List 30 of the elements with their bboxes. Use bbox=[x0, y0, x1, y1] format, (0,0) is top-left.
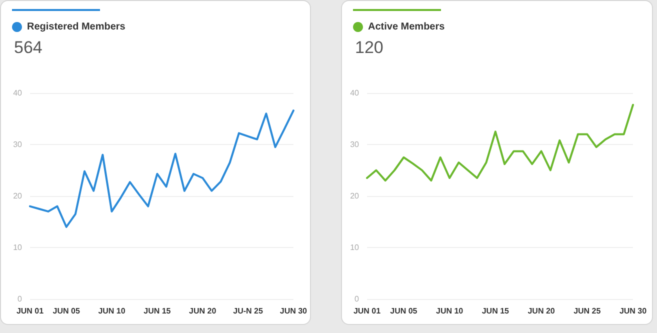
line-series bbox=[29, 110, 294, 228]
x-tick-label: JUN 10 bbox=[436, 306, 464, 316]
x-tick-label: JUN 05 bbox=[52, 306, 80, 316]
y-tick-label: 0 bbox=[354, 294, 360, 304]
x-tick-label: JUN 20 bbox=[189, 306, 217, 316]
y-tick-label: 20 bbox=[350, 192, 360, 200]
y-tick-label: 10 bbox=[13, 243, 23, 252]
x-tick-label: JUN 01 bbox=[16, 306, 44, 316]
y-tick-label: 40 bbox=[13, 88, 23, 98]
y-tick-label: 30 bbox=[13, 140, 23, 149]
x-tick-label: JUN 20 bbox=[528, 306, 556, 316]
legend-label: Active Members bbox=[368, 22, 446, 32]
x-tick-label: JUN 10 bbox=[98, 306, 126, 316]
x-tick-label: JUN 30 bbox=[280, 306, 308, 316]
legend-label: Registered Members bbox=[27, 22, 126, 32]
y-tick-label: 10 bbox=[350, 243, 360, 252]
y-tick-label: 20 bbox=[13, 192, 23, 200]
x-tick-label: JUN 01 bbox=[353, 306, 382, 316]
y-tick-label: 0 bbox=[18, 294, 23, 304]
x-tick-label: JUN 05 bbox=[390, 306, 418, 316]
y-tick-label: 40 bbox=[350, 88, 360, 98]
x-tick-label: JUN 15 bbox=[482, 306, 510, 316]
chart-subtitle: 564 bbox=[14, 38, 42, 57]
line-series bbox=[366, 104, 634, 182]
y-tick-label: 30 bbox=[350, 140, 360, 149]
x-tick-label: JU-N 25 bbox=[233, 306, 264, 316]
chart-subtitle: 120 bbox=[355, 38, 384, 57]
x-tick-label: JUN 30 bbox=[619, 306, 648, 316]
x-tick-label: JUN 15 bbox=[144, 306, 172, 316]
x-tick-label: JUN 25 bbox=[574, 306, 602, 316]
